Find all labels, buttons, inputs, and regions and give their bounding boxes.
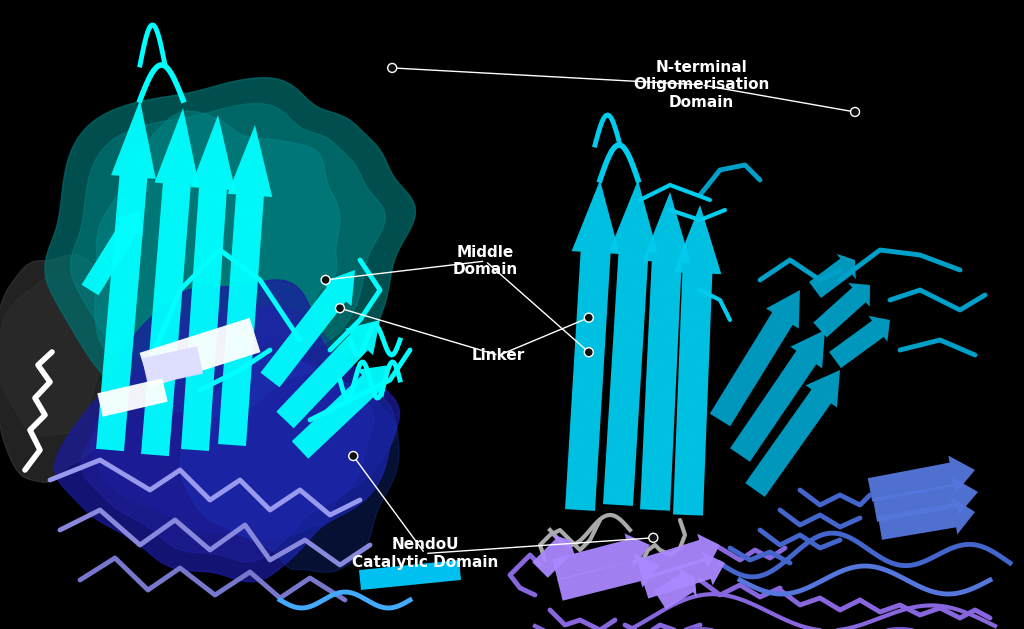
Text: Middle
Domain: Middle Domain xyxy=(453,245,518,277)
Text: NendoU
Catalytic Domain: NendoU Catalytic Domain xyxy=(352,537,498,570)
Circle shape xyxy=(388,64,396,72)
Polygon shape xyxy=(292,365,390,459)
Polygon shape xyxy=(640,192,690,511)
Polygon shape xyxy=(867,455,975,502)
Polygon shape xyxy=(90,307,396,538)
Polygon shape xyxy=(0,255,125,482)
Polygon shape xyxy=(552,533,650,581)
Polygon shape xyxy=(745,370,840,497)
Polygon shape xyxy=(97,378,168,416)
Polygon shape xyxy=(637,533,720,581)
Polygon shape xyxy=(809,253,856,298)
Polygon shape xyxy=(532,534,575,578)
Polygon shape xyxy=(813,283,870,337)
Polygon shape xyxy=(359,560,461,590)
Polygon shape xyxy=(557,554,660,601)
Circle shape xyxy=(649,533,657,542)
Polygon shape xyxy=(260,270,355,387)
Text: Linker: Linker xyxy=(472,348,525,363)
Polygon shape xyxy=(642,552,725,599)
Polygon shape xyxy=(54,280,399,582)
Polygon shape xyxy=(81,306,374,562)
Polygon shape xyxy=(872,477,978,522)
Circle shape xyxy=(585,348,593,357)
Polygon shape xyxy=(218,125,272,446)
Polygon shape xyxy=(71,104,385,392)
Polygon shape xyxy=(0,272,99,437)
Polygon shape xyxy=(141,108,199,456)
Polygon shape xyxy=(142,347,203,386)
Circle shape xyxy=(322,276,330,284)
Polygon shape xyxy=(181,115,236,451)
Circle shape xyxy=(336,304,344,313)
Polygon shape xyxy=(276,320,380,428)
Polygon shape xyxy=(565,180,620,511)
Polygon shape xyxy=(139,318,260,387)
Circle shape xyxy=(585,313,593,322)
Text: N-terminal
Oligomerisation
Domain: N-terminal Oligomerisation Domain xyxy=(633,60,770,110)
Circle shape xyxy=(851,108,859,116)
Polygon shape xyxy=(730,330,825,462)
Polygon shape xyxy=(603,180,657,506)
Polygon shape xyxy=(96,100,156,451)
Polygon shape xyxy=(878,496,975,540)
Polygon shape xyxy=(710,290,800,426)
Polygon shape xyxy=(654,568,696,610)
Circle shape xyxy=(349,452,357,460)
Polygon shape xyxy=(180,356,399,572)
Polygon shape xyxy=(45,78,416,416)
Polygon shape xyxy=(673,205,721,516)
Polygon shape xyxy=(95,111,340,359)
Polygon shape xyxy=(829,316,890,368)
Polygon shape xyxy=(82,210,142,295)
